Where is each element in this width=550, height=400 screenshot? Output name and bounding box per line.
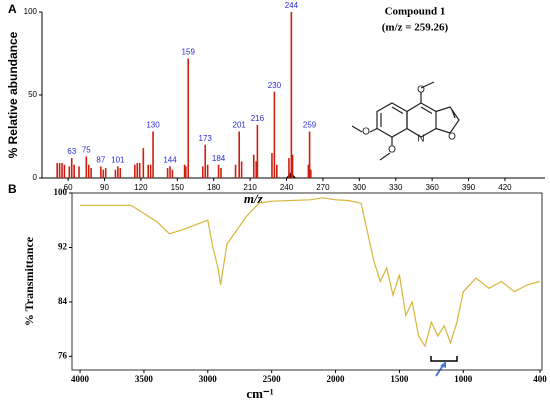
y-tick-label: 92 <box>58 242 68 252</box>
atom-label: O <box>362 127 370 138</box>
spectrum-line <box>80 197 541 348</box>
atom-label: O <box>448 132 456 143</box>
x-axis-label: cm⁻¹ <box>246 386 273 400</box>
x-tick-label: 1000 <box>454 374 473 384</box>
y-tick-label: 100 <box>24 7 38 16</box>
bracket <box>430 356 458 362</box>
x-tick-label: 330 <box>389 183 403 192</box>
x-tick-label: 210 <box>243 183 257 192</box>
peak-label: 173 <box>199 134 213 143</box>
x-tick-label: 360 <box>425 183 439 192</box>
x-tick-label: 150 <box>171 183 185 192</box>
compound-name: Compound 1 <box>385 6 446 18</box>
x-tick-label: 420 <box>498 183 512 192</box>
plot-frame <box>71 192 543 371</box>
y-tick-label: 0 <box>33 173 38 182</box>
x-tick-label: 2000 <box>327 374 346 384</box>
y-axis-label: % Relative abundance <box>6 31 20 158</box>
x-tick-label: 3000 <box>199 374 218 384</box>
peak-label: 184 <box>212 154 226 163</box>
peak-label: 144 <box>163 155 177 164</box>
y-tick-label: 84 <box>58 296 68 306</box>
peak-label: 230 <box>268 81 282 90</box>
peak-label: 159 <box>182 48 196 57</box>
peak-label: 101 <box>111 155 125 164</box>
y-tick-label: 100 <box>54 187 68 197</box>
compound-mass: (m/z = 259.26) <box>382 22 449 34</box>
peak-label: 244 <box>285 1 299 10</box>
peak-label: 75 <box>82 146 91 155</box>
x-tick-label: 4000 <box>71 374 90 384</box>
peak-label: 201 <box>233 121 247 130</box>
x-tick-label: 3500 <box>135 374 154 384</box>
y-tick-label: 50 <box>28 90 37 99</box>
peak-label: 216 <box>251 114 265 123</box>
x-tick-label: 270 <box>316 183 330 192</box>
peak-label: 87 <box>96 155 105 164</box>
x-axis-label: m/z <box>244 191 264 206</box>
arrow-head <box>440 361 446 368</box>
atom-label: N <box>417 134 424 145</box>
x-tick-label: 300 <box>353 183 367 192</box>
x-tick-label: 60 <box>64 183 73 192</box>
x-tick-label: 180 <box>207 183 221 192</box>
x-tick-label: 400 <box>533 374 547 384</box>
y-axis-label: % Transmittance <box>22 236 36 326</box>
x-tick-label: 2500 <box>263 374 282 384</box>
x-tick-label: 90 <box>100 183 109 192</box>
x-tick-label: 1500 <box>390 374 409 384</box>
y-tick-label: 76 <box>58 350 68 360</box>
atom-label: O <box>417 85 425 96</box>
x-tick-label: 120 <box>134 183 148 192</box>
panel-label: A <box>8 2 17 16</box>
peak-label: 63 <box>67 147 76 156</box>
panel-label: B <box>8 182 17 196</box>
peak-label: 259 <box>303 121 317 130</box>
atom-label: O <box>388 145 396 156</box>
structure <box>351 81 460 161</box>
x-tick-label: 240 <box>280 183 294 192</box>
x-tick-label: 390 <box>462 183 476 192</box>
peak-label: 130 <box>146 121 160 130</box>
